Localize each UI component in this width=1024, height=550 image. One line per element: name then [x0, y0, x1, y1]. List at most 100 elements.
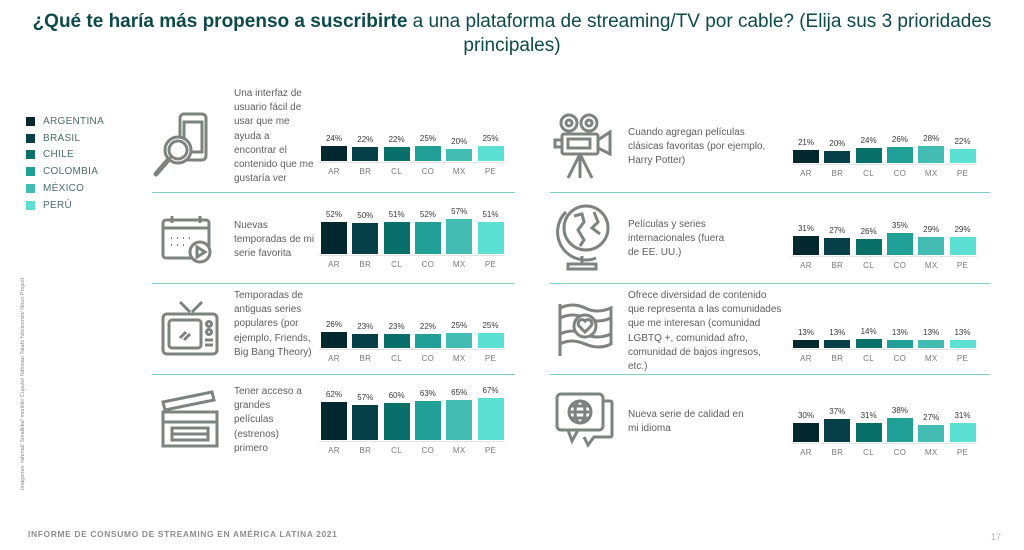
category-label: CO	[893, 261, 907, 270]
category-label: CL	[391, 260, 402, 269]
calendar-play-icon	[161, 216, 212, 264]
clapperboard-icon	[161, 390, 219, 448]
bar-br	[352, 147, 379, 161]
bar-ar	[793, 339, 819, 348]
bar-mx	[918, 237, 945, 255]
category-label: AR	[800, 354, 812, 363]
category-label: PE	[484, 260, 497, 269]
globe-icon	[556, 204, 610, 271]
category-label: CO	[421, 260, 435, 269]
bar-co	[414, 400, 441, 440]
bar-value-label: 51%	[388, 210, 405, 220]
chart-baseline	[319, 255, 505, 256]
bar-cl	[855, 238, 882, 255]
page-title: ¿Qué te haría más propenso a suscribirte…	[0, 10, 1024, 58]
bar-pe	[949, 422, 976, 442]
bar-mx	[918, 145, 945, 163]
category-label: BR	[831, 448, 844, 457]
category-label: PE	[956, 169, 969, 178]
flag-heart-icon	[558, 303, 613, 356]
bar-value-label: 24%	[860, 136, 877, 146]
bar-value-label: 26%	[325, 319, 342, 329]
bar-br	[352, 404, 379, 440]
title-bold: ¿Qué te haría más propenso a suscribirte	[32, 11, 408, 32]
category-label: AR	[328, 354, 340, 363]
footer-title: INFORME DE CONSUMO DE STREAMING EN AMÉRI…	[28, 529, 338, 539]
category-label: PE	[956, 354, 969, 363]
bar-br	[824, 238, 851, 255]
bar-co	[886, 339, 913, 348]
divider	[550, 283, 990, 284]
category-label: PE	[484, 446, 497, 455]
phone-search-icon	[153, 112, 208, 177]
bar-cl	[383, 402, 410, 440]
panel-label: Nueva serie de calidad en mi idioma	[628, 409, 744, 435]
category-label: BR	[831, 354, 844, 363]
bar-value-label: 24%	[325, 134, 342, 144]
legend-item-mexico: MÉXICO	[26, 180, 104, 197]
category-label: MX	[452, 354, 466, 363]
bar-pe	[949, 237, 976, 255]
bar-cl	[383, 333, 410, 348]
bar-pe	[477, 332, 504, 348]
category-label: BR	[831, 169, 844, 178]
legend: ARGENTINA BRASIL CHILE COLOMBIA MÉXICO P…	[26, 113, 104, 214]
legend-label: BRASIL	[43, 132, 81, 144]
page-number: 17	[991, 532, 1002, 542]
chart-baseline	[319, 349, 505, 350]
category-label: PE	[956, 261, 969, 270]
chart-baseline	[319, 441, 505, 442]
bar-value-label: 22%	[419, 322, 436, 332]
bar-br	[352, 223, 379, 254]
category-label: CL	[863, 169, 874, 178]
bar-ar	[321, 401, 347, 440]
bar-value-label: 25%	[451, 320, 468, 330]
category-label: BR	[831, 261, 844, 270]
bar-value-label: 26%	[860, 226, 877, 236]
chart-baseline	[319, 162, 505, 163]
legend-swatch	[26, 184, 35, 194]
legend-swatch	[26, 167, 35, 177]
bar-mx	[446, 148, 473, 161]
bar-value-label: 52%	[325, 209, 342, 219]
category-label: AR	[328, 167, 340, 176]
bar-cl	[855, 339, 882, 348]
bar-value-label: 60%	[388, 390, 405, 400]
bar-value-label: 50%	[357, 211, 374, 220]
bar-br	[824, 339, 851, 348]
bar-value-label: 31%	[797, 223, 814, 233]
bar-value-label: 25%	[482, 133, 499, 143]
category-label: CL	[391, 167, 402, 176]
legend-label: PERÚ	[43, 199, 72, 211]
bar-ar	[793, 423, 819, 442]
legend-item-argentina: ARGENTINA	[26, 113, 104, 130]
speech-globe-icon	[555, 392, 614, 448]
category-label: AR	[800, 261, 812, 270]
category-label: PE	[484, 354, 497, 363]
bar-value-label: 22%	[357, 135, 374, 145]
category-label: CO	[421, 354, 435, 363]
bar-co	[414, 221, 441, 254]
legend-item-brasil: BRASIL	[26, 130, 104, 147]
bar-value-label: 14%	[860, 327, 877, 337]
bar-value-label: 63%	[419, 388, 436, 398]
bar-mx	[918, 425, 945, 442]
bar-cl	[855, 148, 882, 163]
bar-ar	[321, 221, 347, 254]
bar-br	[824, 150, 851, 163]
bar-value-label: 13%	[797, 327, 814, 337]
category-label: MX	[924, 448, 938, 457]
legend-label: CHILE	[43, 149, 74, 161]
bar-mx	[446, 399, 473, 440]
category-label: CO	[893, 448, 907, 457]
category-label: PE	[484, 167, 497, 176]
divider	[550, 192, 990, 193]
bar-value-label: 20%	[451, 136, 468, 146]
bar-br	[824, 419, 851, 442]
bar-value-label: 57%	[451, 206, 468, 216]
panel-label: Temporadas de antiguas series populares …	[234, 290, 312, 358]
category-label: MX	[452, 167, 466, 176]
bar-value-label: 52%	[419, 209, 436, 219]
category-label: AR	[800, 448, 812, 457]
divider	[550, 374, 990, 375]
